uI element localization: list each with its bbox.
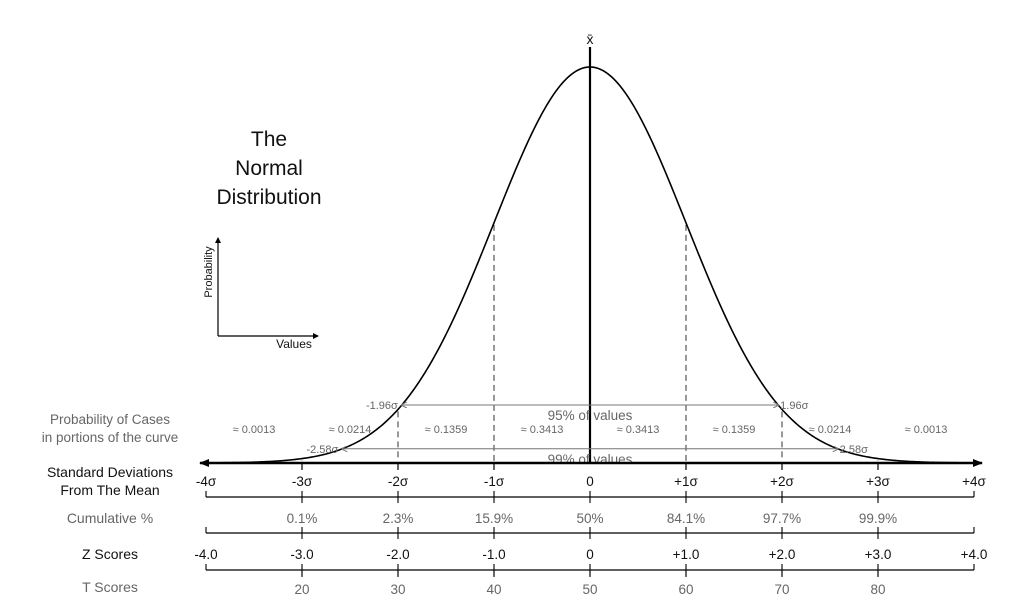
scale-label-standard-deviations: -1σ bbox=[484, 474, 505, 489]
scale-label-z-scores: -1.0 bbox=[482, 547, 505, 562]
chart-title-line: The bbox=[251, 128, 287, 151]
scale-label-cumulative-percent: 97.7% bbox=[763, 511, 801, 526]
inset-x-label: Values bbox=[276, 337, 312, 351]
chart-title-line: Distribution bbox=[216, 186, 321, 209]
scale-label-standard-deviations: +4σ bbox=[962, 474, 986, 489]
interval-left-label: -2.58σ bbox=[306, 444, 338, 456]
probability-label: ≈ 0.1359 bbox=[713, 424, 756, 436]
scale-label-z-scores: +3.0 bbox=[865, 547, 892, 562]
scale-label-z-scores: 0 bbox=[586, 547, 594, 562]
scale-label-z-scores: -2.0 bbox=[386, 547, 409, 562]
interval-left-label: -1.96σ bbox=[366, 400, 398, 412]
scale-label-cumulative-percent: 2.3% bbox=[383, 511, 414, 526]
scale-label-t-scores: 40 bbox=[486, 582, 501, 597]
scale-label-standard-deviations: +1σ bbox=[674, 474, 698, 489]
probability-label: ≈ 0.3413 bbox=[521, 424, 564, 436]
scale-title-t-scores: T Scores bbox=[82, 579, 138, 595]
scale-title-standard-deviations: From The Mean bbox=[60, 482, 159, 498]
scale-label-standard-deviations: -2σ bbox=[388, 474, 409, 489]
chart-title-line: Normal bbox=[235, 157, 303, 180]
probability-of-cases-title: in portions of the curve bbox=[42, 430, 179, 445]
probability-label: ≈ 0.3413 bbox=[617, 424, 660, 436]
scale-label-t-scores: 60 bbox=[678, 582, 693, 597]
interval-right-label: 2.58σ bbox=[840, 444, 868, 456]
scale-label-t-scores: 30 bbox=[390, 582, 405, 597]
scale-label-cumulative-percent: 15.9% bbox=[475, 511, 513, 526]
interval-label: 99% of values bbox=[548, 452, 633, 467]
scale-title-z-scores: Z Scores bbox=[82, 546, 138, 562]
scale-label-standard-deviations: -3σ bbox=[292, 474, 313, 489]
interval-label: 95% of values bbox=[548, 408, 633, 423]
scale-label-t-scores: 70 bbox=[774, 582, 789, 597]
scale-label-z-scores: +1.0 bbox=[673, 547, 700, 562]
probability-label: ≈ 0.0013 bbox=[905, 424, 948, 436]
interval-right-label: 1.96σ bbox=[780, 400, 808, 412]
scale-label-standard-deviations: -4σ bbox=[196, 474, 217, 489]
inset-y-label: Probability bbox=[203, 246, 215, 298]
scale-label-cumulative-percent: 0.1% bbox=[287, 511, 318, 526]
probability-label: ≈ 0.1359 bbox=[425, 424, 468, 436]
scale-title-standard-deviations: Standard Deviations bbox=[47, 464, 173, 480]
scale-label-standard-deviations: 0 bbox=[586, 474, 594, 489]
scale-label-cumulative-percent: 84.1% bbox=[667, 511, 705, 526]
scale-label-t-scores: 20 bbox=[294, 582, 309, 597]
probability-label: ≈ 0.0214 bbox=[809, 424, 852, 436]
scale-label-cumulative-percent: 50% bbox=[576, 511, 603, 526]
probability-label: ≈ 0.0013 bbox=[233, 424, 276, 436]
scale-label-z-scores: +2.0 bbox=[769, 547, 796, 562]
probability-label: ≈ 0.0214 bbox=[329, 424, 372, 436]
mean-symbol: x̄ bbox=[587, 31, 594, 47]
scale-label-standard-deviations: +3σ bbox=[866, 474, 890, 489]
scale-label-t-scores: 50 bbox=[582, 582, 597, 597]
scale-label-t-scores: 80 bbox=[870, 582, 885, 597]
probability-of-cases-title: Probability of Cases bbox=[50, 412, 170, 427]
scale-label-z-scores: -3.0 bbox=[290, 547, 313, 562]
scale-title-cumulative-percent: Cumulative % bbox=[67, 510, 153, 526]
scale-label-standard-deviations: +2σ bbox=[770, 474, 794, 489]
scale-label-z-scores: -4.0 bbox=[194, 547, 217, 562]
scale-label-z-scores: +4.0 bbox=[961, 547, 988, 562]
scale-label-cumulative-percent: 99.9% bbox=[859, 511, 897, 526]
